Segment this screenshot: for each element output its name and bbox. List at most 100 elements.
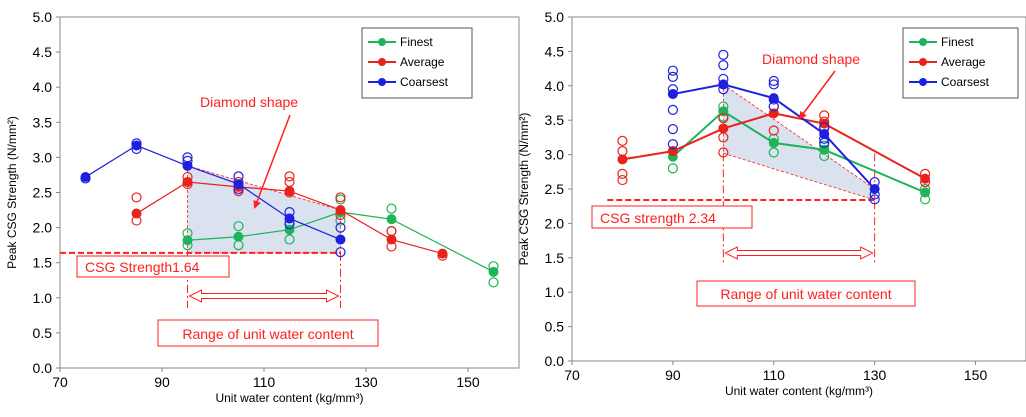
threshold-label: CSG strength 2.34 [600, 210, 716, 226]
y-tick-label: 1.5 [545, 250, 565, 266]
annotation-arrow [798, 70, 836, 120]
mean-point [131, 140, 142, 151]
mean-point [131, 208, 142, 219]
sample-point [667, 124, 678, 135]
mean-point [819, 128, 830, 139]
x-tick-label: 70 [564, 367, 580, 383]
sample-point [284, 171, 295, 182]
mean-point [819, 118, 830, 129]
mean-point [386, 214, 397, 225]
diamond-shape-annotation: Diamond shape [762, 51, 860, 67]
sample-point [617, 174, 628, 186]
legend-marker [378, 78, 386, 86]
range-label-box [157, 319, 379, 347]
x-tick-label: 150 [964, 367, 988, 383]
legend-marker [919, 58, 927, 66]
sample-point [718, 60, 729, 71]
y-tick-label: 2.0 [545, 215, 565, 231]
sample-point [667, 163, 678, 174]
mean-point [386, 234, 397, 245]
series-average [131, 171, 448, 261]
plot-content [60, 138, 499, 308]
legend-label: Average [400, 55, 445, 69]
sample-point [667, 65, 678, 76]
mean-point [284, 224, 295, 235]
mean-point [617, 154, 628, 165]
x-axis-label: Unit water content (kg/mm³) [725, 384, 873, 398]
sample-point [335, 247, 346, 258]
mean-point [182, 176, 193, 187]
y-tick-label: 4.5 [545, 43, 565, 59]
mean-point [233, 179, 244, 190]
y-tick-label: 2.0 [33, 220, 53, 236]
plot-content [607, 49, 931, 265]
legend-marker [919, 78, 927, 86]
mean-point [667, 146, 678, 157]
x-tick-label: 90 [154, 374, 170, 390]
mean-point [335, 205, 346, 216]
range-arrow [188, 289, 340, 303]
sample-point [233, 221, 244, 232]
mean-point [819, 144, 830, 155]
mean-point [488, 266, 499, 277]
legend-label: Average [941, 55, 986, 69]
sample-point [768, 79, 779, 90]
legend: Finest Average Coarsest [361, 27, 473, 99]
y-tick-label: 3.5 [545, 112, 565, 128]
mean-point [768, 93, 779, 104]
y-tick-label: 0.0 [33, 360, 53, 376]
sample-point [718, 113, 729, 124]
threshold-label-box [591, 205, 753, 229]
sample-point [869, 194, 880, 205]
y-axis-label: Peak CSG Strength (N/mm²) [517, 113, 531, 266]
sample-point [768, 125, 779, 136]
y-tick-label: 5.0 [33, 9, 53, 25]
sample-point [335, 222, 346, 233]
legend-marker [378, 38, 386, 46]
y-tick-label: 0.0 [545, 353, 565, 369]
y-tick-label: 3.0 [33, 149, 53, 165]
mean-point [869, 184, 880, 194]
series-coarsest [80, 138, 346, 258]
legend: Finest Average Coarsest [902, 27, 1019, 99]
x-tick-label: 90 [665, 367, 681, 383]
sample-point [335, 192, 346, 203]
sample-point [284, 234, 295, 245]
mean-point [768, 137, 779, 148]
y-tick-label: 4.0 [545, 78, 565, 94]
chart-2: 0.0 0.5 1.0 1.5 2.0 2.5 3.0 3.5 4.0 4.5 5.0 70 90 110… [517, 9, 1026, 398]
diamond-shape-annotation: Diamond shape [200, 94, 298, 110]
mean-point [284, 186, 295, 197]
mean-point [718, 123, 729, 134]
range-label: Range of unit water content [182, 326, 353, 342]
y-tick-label: 2.5 [33, 185, 53, 201]
sample-point [667, 104, 678, 115]
x-tick-label: 110 [763, 367, 786, 383]
chart-1: 0.0 0.5 1.0 1.5 2.0 2.5 3.0 3.5 4.0 4.5 5.0 70 90 110… [5, 9, 520, 405]
y-tick-label: 2.5 [545, 181, 565, 197]
sample-point [488, 277, 499, 288]
x-axis-label: Unit water content (kg/mm³) [215, 391, 363, 405]
sample-point [131, 192, 142, 203]
x-tick-label: 110 [253, 374, 276, 390]
x-tick-label: 150 [456, 374, 480, 390]
mean-point [233, 231, 244, 242]
legend-label: Coarsest [941, 75, 990, 89]
series-line [187, 211, 494, 273]
x-tick-label: 130 [863, 367, 887, 383]
y-tick-label: 3.0 [545, 147, 565, 163]
range-label: Range of unit water content [720, 286, 891, 302]
mean-point [920, 173, 931, 184]
sample-point [667, 71, 678, 82]
sample-point [768, 147, 779, 158]
sample-point [617, 135, 628, 146]
legend-label: Finest [941, 35, 974, 49]
series-line [622, 112, 926, 180]
mean-point [718, 79, 729, 90]
y-tick-label: 1.0 [545, 284, 565, 300]
range-label-box [696, 280, 916, 307]
mean-point [182, 160, 193, 171]
mean-point [335, 234, 346, 245]
